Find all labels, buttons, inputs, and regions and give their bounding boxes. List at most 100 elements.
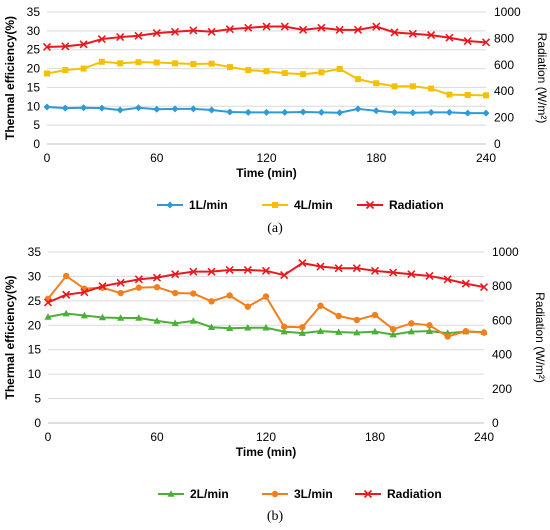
y2-tick-label: 600 — [494, 58, 514, 72]
y2-axis-title: Radiation (W/m²) — [535, 33, 549, 124]
data-point — [463, 36, 472, 46]
data-point — [153, 59, 160, 66]
legend-swatch-marker — [365, 200, 375, 210]
series-line — [46, 60, 487, 97]
data-point — [263, 68, 270, 75]
data-point-stroke-2 — [389, 268, 398, 277]
data-point — [335, 25, 344, 34]
data-point — [226, 324, 234, 332]
data-point-stroke-2 — [299, 25, 308, 34]
series-4l-min — [44, 58, 489, 99]
y2-tick-label: 600 — [492, 313, 512, 327]
x-tick-label: 120 — [256, 430, 276, 444]
data-point-stroke-2 — [243, 265, 252, 275]
legend-label: 1L/min — [189, 198, 228, 212]
data-point — [408, 320, 415, 327]
data-point — [135, 284, 143, 291]
data-point — [481, 38, 491, 47]
x-tick-label: 60 — [150, 430, 164, 444]
legend-swatch-marker — [167, 490, 175, 497]
chart-a: 0 5 10 15 20 25 30 35 0 200 400 600 800 1000 0 60 120 180… — [3, 5, 549, 236]
legend-swatch-marker — [272, 202, 278, 208]
data-point — [353, 328, 361, 336]
x-tick-label: 240 — [476, 151, 496, 165]
data-point — [62, 67, 69, 74]
data-point-stroke-2 — [225, 25, 234, 34]
data-point-stroke-2 — [443, 275, 452, 284]
data-point — [244, 303, 252, 310]
y2-tick-label: 0 — [494, 137, 501, 151]
legend: 1L/min 4L/min Radiation — [157, 198, 444, 212]
data-point-stroke-2 — [189, 26, 198, 35]
series-3l-min — [44, 272, 488, 340]
data-point — [334, 264, 343, 273]
data-point-stroke-2 — [98, 282, 107, 291]
data-point — [407, 327, 415, 335]
data-point-stroke-2 — [189, 267, 198, 276]
data-point — [389, 268, 398, 277]
data-point-stroke-2 — [152, 29, 161, 38]
data-point-stroke-2 — [316, 262, 325, 271]
data-point-stroke-2 — [408, 29, 417, 38]
data-point — [98, 282, 107, 291]
data-point — [335, 328, 343, 335]
data-point — [189, 267, 198, 276]
data-point — [134, 104, 142, 112]
y2-tick-label: 0 — [492, 416, 499, 430]
data-point — [335, 312, 342, 320]
data-point-stroke-2 — [390, 28, 399, 37]
data-point — [372, 22, 381, 31]
data-point — [207, 27, 216, 36]
data-point — [391, 108, 399, 116]
data-point — [479, 282, 489, 292]
data-point — [480, 329, 488, 336]
data-point — [207, 323, 216, 331]
data-point — [317, 302, 324, 309]
data-point — [445, 108, 453, 116]
x-tick-label: 120 — [256, 151, 276, 165]
legend-label: 3L/min — [294, 487, 333, 501]
y-tick-label: 10 — [27, 99, 41, 113]
data-point — [117, 60, 124, 67]
data-point — [243, 265, 252, 275]
data-point — [189, 26, 198, 35]
y-tick-label: 5 — [33, 118, 40, 132]
data-point — [207, 267, 216, 276]
x-tick-label: 0 — [45, 430, 52, 444]
data-point — [62, 290, 71, 299]
data-point — [170, 27, 180, 36]
data-point-stroke-2 — [42, 42, 52, 52]
data-point — [317, 108, 325, 116]
data-point-stroke-2 — [317, 23, 326, 32]
data-point — [43, 298, 53, 307]
data-point — [280, 22, 289, 31]
y-tick-label: 25 — [27, 43, 41, 57]
data-point-stroke-2 — [407, 270, 416, 279]
y2-tick-label: 200 — [492, 382, 512, 396]
data-point — [354, 76, 361, 83]
data-point — [482, 109, 490, 117]
data-point — [117, 314, 125, 321]
data-point — [171, 105, 179, 113]
data-point — [408, 29, 417, 38]
data-point — [153, 317, 161, 324]
x-tick-label: 0 — [44, 151, 51, 165]
data-point — [171, 289, 179, 297]
y2-tick-label: 400 — [492, 348, 512, 362]
data-point — [316, 262, 325, 271]
data-point — [135, 314, 143, 321]
legend-item: 2L/min — [158, 487, 229, 501]
data-point — [42, 42, 52, 52]
y-tick-label: 0 — [33, 137, 40, 151]
data-point — [44, 313, 52, 320]
data-point-stroke-2 — [116, 33, 125, 42]
data-point-stroke-2 — [262, 22, 271, 31]
y-tick-label: 10 — [28, 367, 42, 381]
data-point — [189, 105, 197, 113]
data-point — [409, 109, 417, 117]
data-point — [153, 283, 161, 291]
data-point-stroke-2 — [353, 25, 363, 34]
data-point — [171, 270, 180, 279]
data-point — [61, 104, 69, 112]
series-1l-min — [43, 103, 490, 117]
